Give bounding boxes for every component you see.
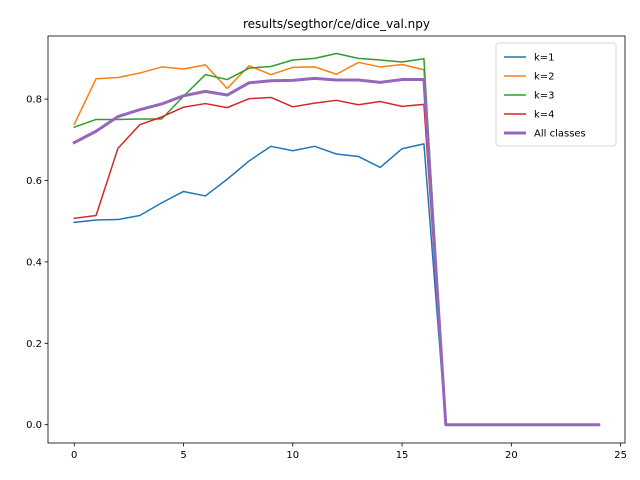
x-axis: 0 5 10 15 20 25 bbox=[71, 443, 627, 461]
series-line-k-1 bbox=[73, 143, 600, 426]
x-tick-label: 10 bbox=[286, 450, 299, 461]
x-tick-label: 20 bbox=[505, 450, 518, 461]
y-tick-label: 0.2 bbox=[26, 339, 42, 350]
legend: k=1 k=2 k=3 k=4 All classes bbox=[495, 42, 617, 147]
series-line-all-classes bbox=[72, 76, 601, 427]
legend-label: k=3 bbox=[534, 91, 555, 102]
y-tick-label: 0.6 bbox=[26, 176, 42, 187]
y-tick-label: 0.0 bbox=[26, 420, 42, 431]
x-tick-label: 25 bbox=[614, 450, 627, 461]
series-layer bbox=[72, 52, 601, 427]
y-axis: 0.0 0.2 0.4 0.6 0.8 bbox=[26, 95, 48, 431]
legend-label: k=1 bbox=[534, 53, 555, 64]
legend-label: All classes bbox=[534, 129, 586, 140]
y-tick-label: 0.4 bbox=[26, 257, 42, 268]
x-tick-label: 15 bbox=[396, 450, 409, 461]
plot-area bbox=[47, 35, 626, 444]
chart-title: results/segthor/ce/dice_val.npy bbox=[243, 17, 430, 31]
legend-label: k=2 bbox=[534, 72, 555, 83]
x-tick-label: 0 bbox=[71, 450, 77, 461]
legend-label: k=4 bbox=[534, 110, 555, 121]
series-line-k-4 bbox=[73, 96, 600, 426]
legend-box bbox=[495, 42, 617, 147]
x-tick-label: 5 bbox=[180, 450, 186, 461]
y-tick-label: 0.8 bbox=[26, 95, 42, 106]
